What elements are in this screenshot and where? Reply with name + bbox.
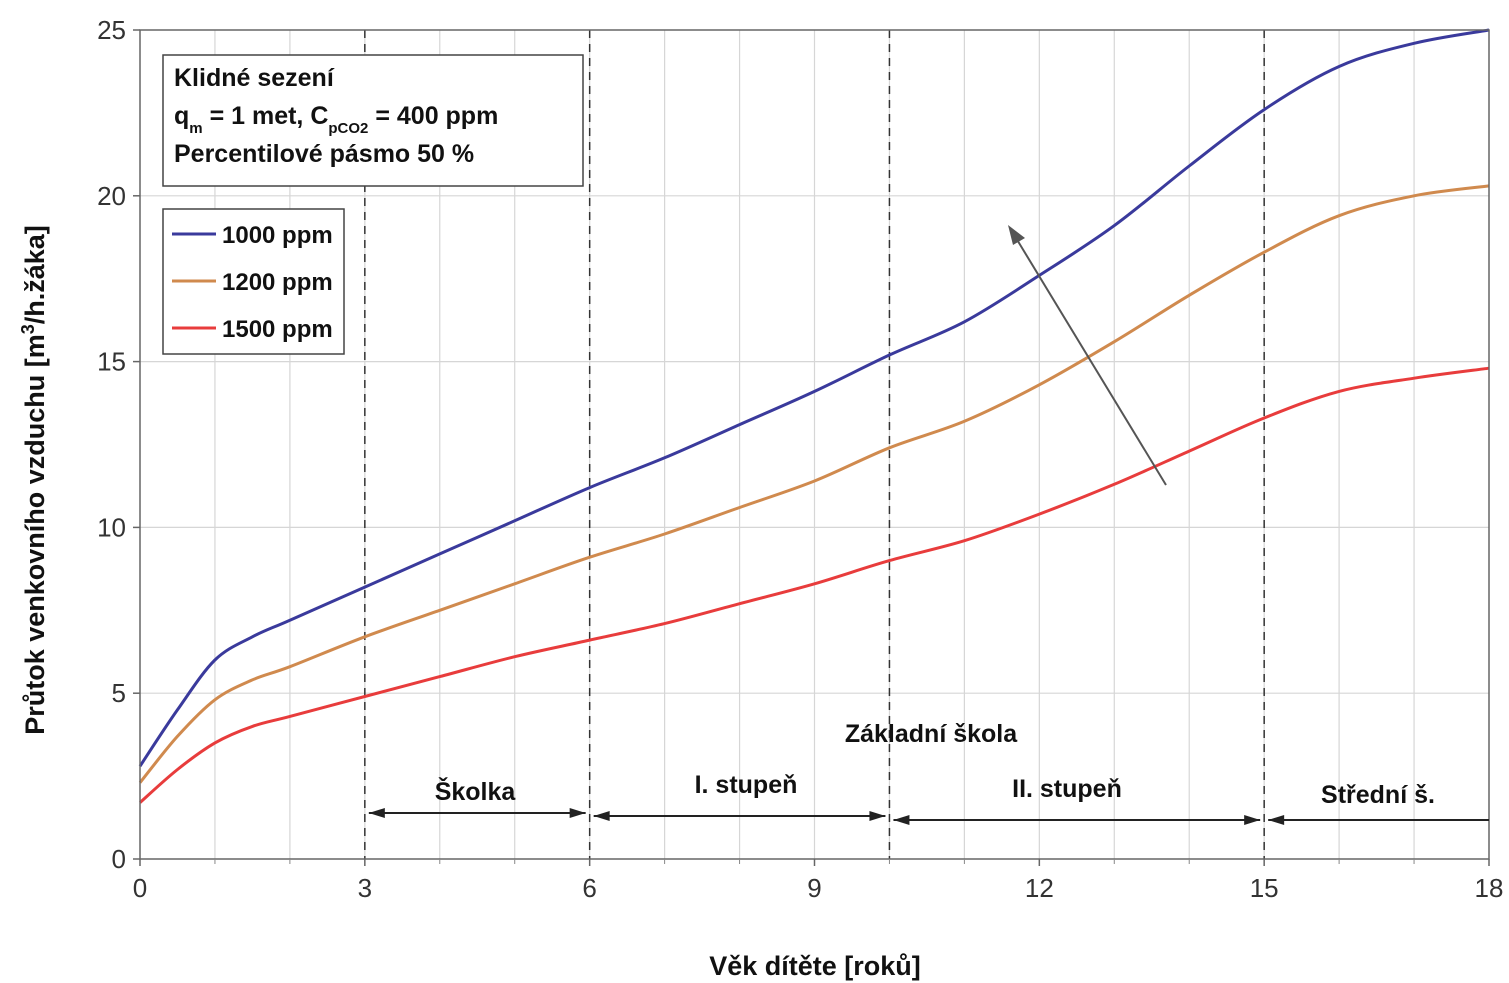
info-box: Klidné sezení qm = 1 met, CpCO2 = 400 pp… [162, 54, 584, 187]
legend: 1000 ppm 1200 ppm 1500 ppm [162, 208, 345, 355]
x-tick-label: 12 [1025, 873, 1054, 903]
legend-label-1500: 1500 ppm [222, 316, 333, 343]
y-tick-label: 10 [97, 512, 126, 542]
series-line-1500-ppm [139, 366, 1490, 804]
y-axis-title-tail: /h.žáka] [20, 225, 50, 324]
trend-arrow [1008, 225, 1167, 486]
stage-arrow-head-right [569, 808, 586, 818]
series-line-1200-ppm [138, 184, 1490, 784]
y-axis-title: Průtok venkovního vzduchu [m3/h.žáka] [18, 225, 50, 735]
stage-label-stupen2: II. stupeň [1012, 775, 1122, 803]
x-tick-label: 18 [1475, 873, 1504, 903]
y-tick-label: 25 [97, 15, 126, 45]
info-box-frame [162, 54, 584, 187]
info-line-2-q: q [174, 102, 189, 130]
info-line-2-q-sub: m [189, 120, 202, 137]
info-line-2-c-sub: pCO2 [328, 120, 368, 137]
series-lines [138, 28, 1490, 804]
legend-label-1200: 1200 ppm [222, 269, 333, 296]
y-tick-label: 5 [112, 678, 126, 708]
x-tick-label: 9 [807, 873, 821, 903]
info-line-1: Klidné sezení [174, 64, 335, 92]
axis-ticks: 0 3 6 9 12 15 18 0 5 10 15 20 25 [97, 15, 1503, 903]
x-tick-label: 6 [582, 873, 596, 903]
x-tick-label: 15 [1250, 873, 1279, 903]
stage-group-label: Základní škola [845, 720, 1018, 748]
x-tick-label: 3 [358, 873, 372, 903]
stage-arrow-head-left [1268, 815, 1285, 825]
y-axis-title-main: Průtok venkovního vzduchu [m [20, 334, 50, 735]
stage-annotations: Základní škola Školka I. stupeň II. stup… [368, 720, 1489, 825]
x-tick-label: 0 [133, 873, 147, 903]
stage-arrow-head-left [593, 811, 610, 821]
y-axis-title-sup: 3 [18, 324, 38, 334]
stage-arrow-head-left [893, 815, 910, 825]
info-line-2-end: = 400 ppm [368, 102, 498, 130]
stage-arrows [368, 808, 1489, 825]
y-tick-label: 15 [97, 347, 126, 377]
stage-arrow-head-right [1244, 815, 1261, 825]
y-tick-label: 0 [112, 844, 126, 874]
stage-arrow-head-right [869, 811, 886, 821]
y-tick-label: 20 [97, 181, 126, 211]
stage-boundaries [364, 30, 1265, 859]
x-axis-title: Věk dítěte [roků] [709, 951, 921, 981]
info-line-2: qm = 1 met, CpCO2 = 400 ppm [174, 102, 498, 137]
series-line-1000-ppm [138, 28, 1490, 768]
stage-arrow-head-left [368, 808, 385, 818]
info-line-2-mid: = 1 met, C [203, 102, 329, 130]
info-line-3: Percentilové pásmo 50 % [174, 140, 474, 168]
stage-label-stredni: Střední š. [1321, 781, 1435, 809]
stage-label-skolka: Školka [435, 776, 517, 806]
legend-label-1000: 1000 ppm [222, 222, 333, 249]
stage-label-stupen1: I. stupeň [695, 771, 798, 799]
